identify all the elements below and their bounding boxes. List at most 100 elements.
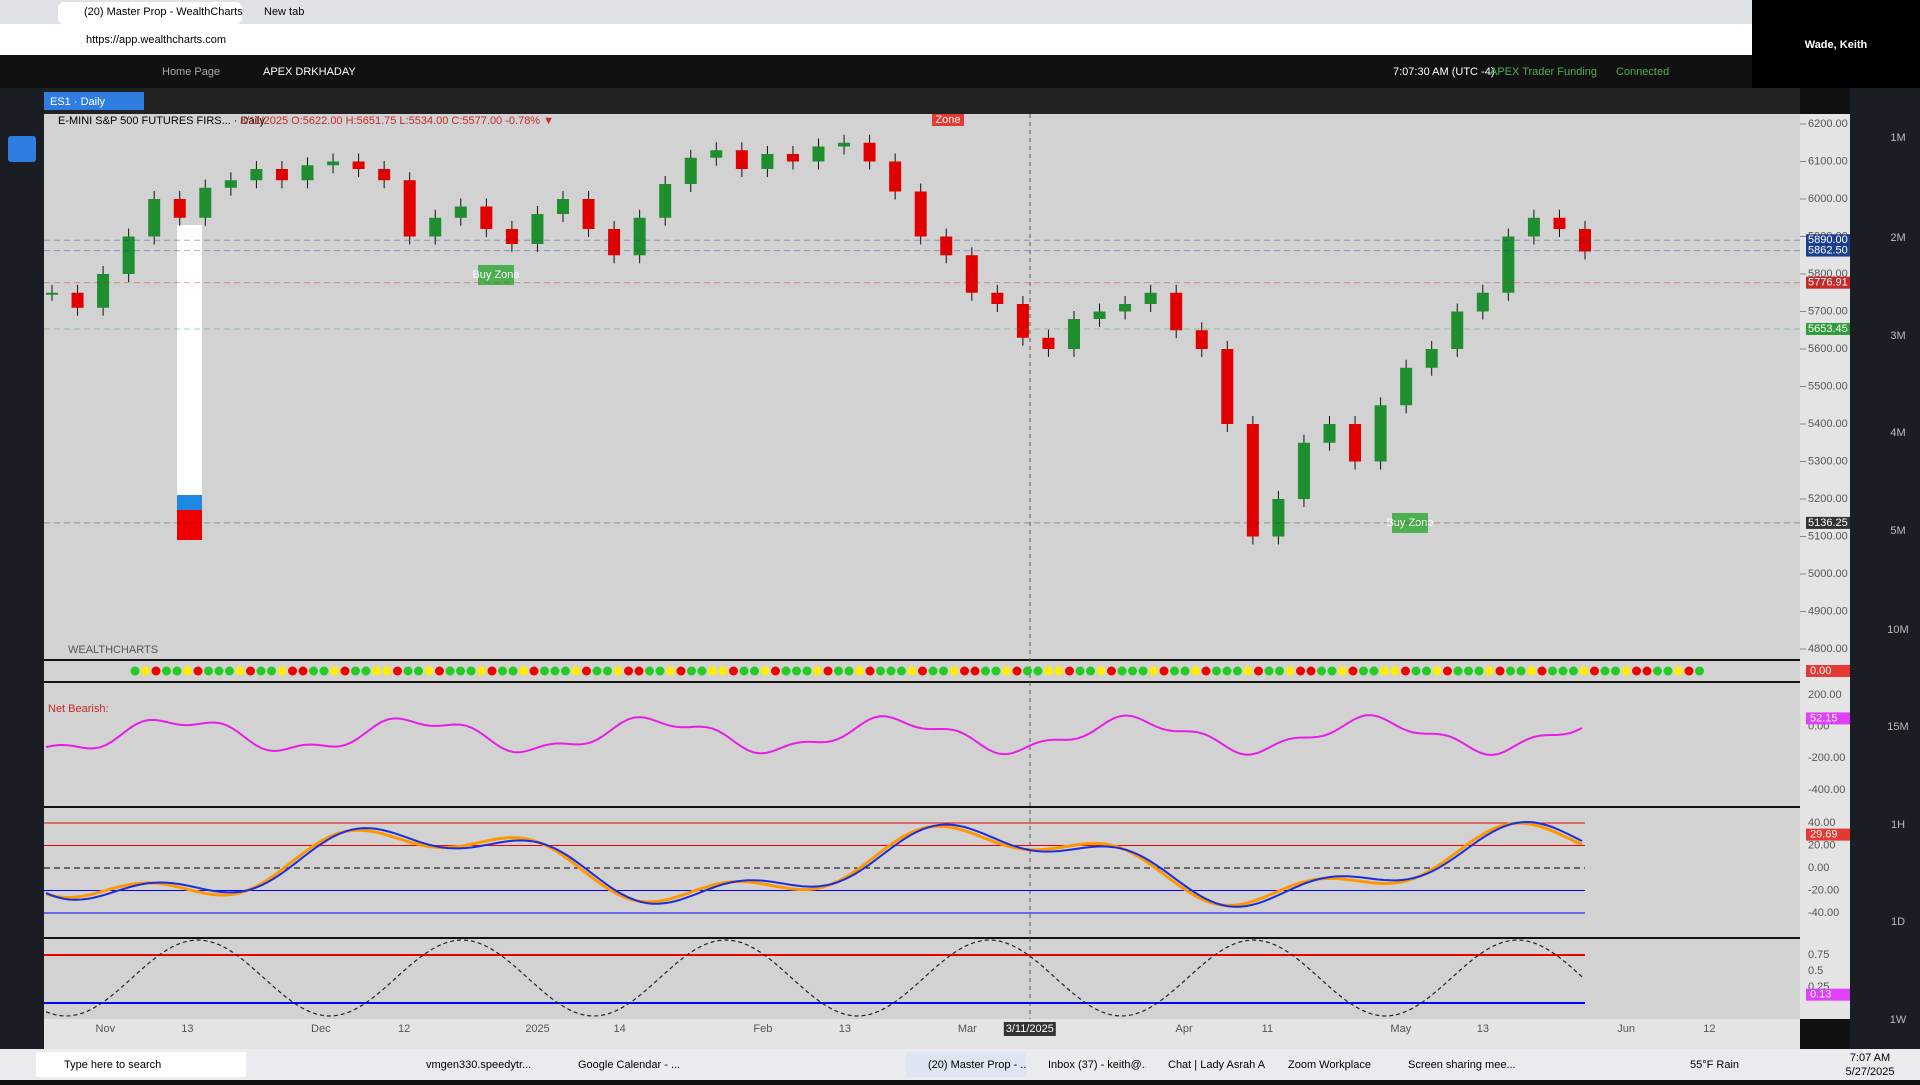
timeframe[interactable]: 5M — [1890, 525, 1905, 537]
taskbar-item[interactable]: Zoom Workplace — [1288, 1059, 1371, 1071]
taskbar-button[interactable] — [1266, 1052, 1404, 1077]
signal-dot — [319, 666, 329, 676]
time-axis — [44, 1019, 1800, 1049]
signal-dot — [970, 666, 980, 676]
taskbar-item[interactable]: Screen sharing mee... — [1408, 1059, 1516, 1071]
candle — [838, 142, 851, 147]
timeframe[interactable]: 1D — [1891, 916, 1905, 928]
y-tick-label: 5400.00 — [1808, 418, 1848, 430]
annotation: Zone — [935, 114, 960, 126]
candle — [1476, 292, 1489, 312]
signal-dot — [1632, 666, 1641, 676]
taskbar-button[interactable] — [1026, 1052, 1164, 1077]
signal-dot — [414, 666, 423, 676]
chart-tab[interactable] — [44, 92, 144, 110]
signal-dot — [193, 666, 203, 676]
signal-dot — [655, 666, 665, 676]
signal-dot — [1285, 666, 1295, 676]
weather: 55°F Rain — [1690, 1059, 1739, 1071]
taskbar-button[interactable] — [1386, 1052, 1524, 1077]
timeframe[interactable]: 1W — [1890, 1014, 1907, 1026]
color-swatch[interactable] — [177, 495, 202, 510]
y-tick-label: 6200.00 — [1808, 118, 1848, 130]
candle — [531, 214, 544, 244]
indicator-line — [45, 939, 1583, 1017]
color-swatch[interactable] — [177, 510, 202, 540]
timeframe[interactable]: 10M — [1887, 624, 1908, 636]
buy-zone-box — [1392, 513, 1428, 533]
signal-dot — [1464, 666, 1473, 676]
app-tab[interactable]: Home Page — [162, 66, 220, 78]
signal-dot — [1516, 666, 1526, 676]
signal-dot — [183, 666, 192, 676]
taskbar-item[interactable]: Inbox (37) - keith@... — [1048, 1059, 1151, 1071]
signal-dot — [771, 666, 780, 676]
tab-title[interactable]: New tab — [264, 6, 304, 18]
signal-dot — [928, 666, 938, 676]
taskbar-item[interactable]: (20) Master Prop - ... — [928, 1059, 1029, 1071]
y-tick-label: 6000.00 — [1808, 193, 1848, 205]
app-tab[interactable]: APEX DRKHADAY — [263, 66, 356, 78]
y-tick-label: 5000.00 — [1808, 568, 1848, 580]
candle — [301, 165, 314, 181]
signal-dot — [613, 666, 623, 676]
add-button[interactable] — [8, 136, 36, 162]
signal-dot — [1453, 666, 1463, 676]
candle — [1553, 217, 1566, 229]
drawing-toolbar[interactable] — [177, 225, 202, 540]
signal-dot — [645, 666, 654, 676]
candle — [327, 161, 340, 166]
signal-dot — [1233, 666, 1242, 676]
account[interactable]: APEX Trader Funding — [1490, 66, 1597, 78]
signal-dot — [1527, 666, 1536, 676]
chart-tab-label[interactable]: ES1 · Daily — [50, 96, 106, 108]
signal-dot — [1537, 666, 1547, 676]
search-box[interactable] — [36, 1052, 246, 1077]
candle — [378, 169, 391, 181]
taskbar-button[interactable] — [1146, 1052, 1284, 1077]
x-tick-label: May — [1390, 1023, 1411, 1035]
taskbar-item[interactable]: Google Calendar - ... — [578, 1059, 680, 1071]
candle — [1451, 311, 1464, 349]
timeframe[interactable]: 2M — [1890, 232, 1905, 244]
signal-dot — [1611, 666, 1620, 676]
taskbar-button[interactable] — [404, 1052, 542, 1077]
signal-dot — [1054, 666, 1064, 676]
timeframe[interactable]: 1M — [1890, 132, 1905, 144]
signal-dot — [403, 666, 413, 676]
x-tick-label: 13 — [1477, 1023, 1489, 1035]
taskbar-item[interactable]: Chat | Lady Asrah A... — [1168, 1059, 1274, 1071]
signal-dot — [981, 666, 990, 676]
signal-dot — [666, 666, 675, 676]
indicator-tag-label: 0.00 — [1810, 665, 1831, 677]
signal-dot — [1474, 666, 1484, 676]
signal-dot — [1107, 666, 1116, 676]
taskbar-button[interactable] — [556, 1052, 694, 1077]
signal-dot — [1128, 666, 1137, 676]
signal-dot — [865, 666, 875, 676]
address-bar — [0, 24, 1920, 55]
candle — [761, 154, 774, 169]
candle — [224, 180, 237, 188]
y-tick-label: 40.00 — [1808, 817, 1836, 829]
candle — [97, 274, 110, 308]
tray-date: 5/27/2025 — [1846, 1066, 1895, 1078]
search-placeholder[interactable]: Type here to search — [64, 1059, 161, 1071]
taskbar-button[interactable] — [906, 1052, 1044, 1077]
taskbar-item[interactable]: vmgen330.speedytr... — [426, 1059, 531, 1071]
active-tab[interactable] — [58, 2, 242, 24]
indicator-line — [45, 714, 1583, 757]
timeframe[interactable]: 15M — [1887, 721, 1908, 733]
signal-dot — [1117, 666, 1127, 676]
signal-dot — [1653, 666, 1662, 676]
signal-dot — [1243, 666, 1253, 676]
timeframe[interactable]: 3M — [1890, 330, 1905, 342]
tab-title[interactable]: (20) Master Prop - WealthCharts — [84, 6, 243, 18]
candle — [1272, 499, 1285, 537]
candle — [1349, 424, 1362, 462]
price-tag — [1806, 322, 1850, 335]
timeframe[interactable]: 4M — [1890, 427, 1905, 439]
timeframe[interactable]: 1H — [1891, 819, 1905, 831]
url[interactable]: https://app.wealthcharts.com — [86, 34, 226, 46]
signal-dot — [1075, 666, 1085, 676]
